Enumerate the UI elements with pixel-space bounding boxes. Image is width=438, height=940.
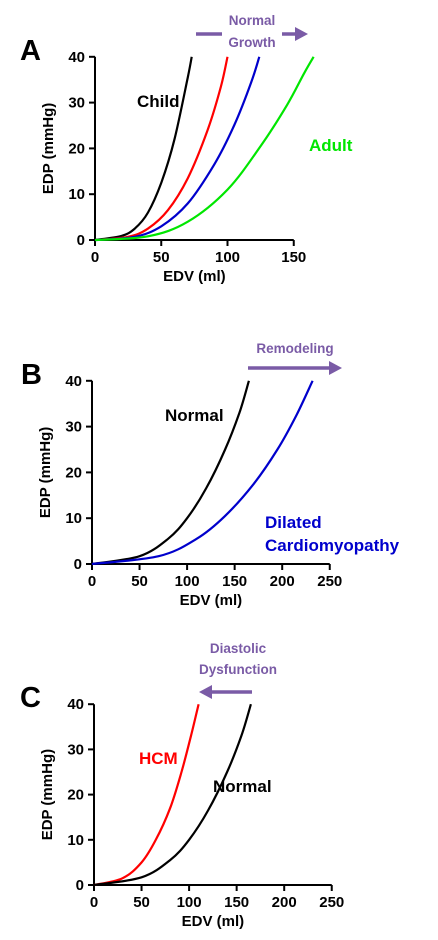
series-line xyxy=(94,56,261,242)
series-line xyxy=(91,380,250,566)
x-axis-title: EDV (ml) xyxy=(182,913,245,930)
chart-panel-c: C 0 10 20 30 40 0 50 100 150 200 250 EDV (ml) EDP (mm… xyxy=(20,641,344,930)
x-tick-label: 150 xyxy=(224,894,249,911)
y-axis-title: EDP (mmHg) xyxy=(40,103,57,194)
y-tick-label: 20 xyxy=(65,464,82,481)
y-tick-label: 20 xyxy=(67,787,84,804)
y-tick-label: 10 xyxy=(68,186,85,203)
panel-letter: B xyxy=(21,359,42,391)
x-tick-label: 50 xyxy=(153,249,170,266)
panel-letter: C xyxy=(20,682,41,714)
x-tick-label: 200 xyxy=(272,894,297,911)
y-tick-label: 0 xyxy=(77,232,85,249)
x-tick-label: 250 xyxy=(317,573,342,590)
series-annotation: Dilated xyxy=(265,513,322,532)
x-tick-label: 0 xyxy=(88,573,96,590)
y-tick-label: 40 xyxy=(65,373,82,390)
x-tick-label: 50 xyxy=(133,894,150,911)
series-line xyxy=(93,703,200,887)
y-tick-label: 40 xyxy=(67,696,84,713)
series-annotation: Adult xyxy=(309,136,353,155)
y-tick-label: 0 xyxy=(76,877,84,894)
series-annotation: Normal xyxy=(213,777,272,796)
arrow-label: Normal xyxy=(229,13,276,28)
series-line xyxy=(94,56,229,242)
series-line xyxy=(91,380,314,566)
x-axis-title: EDV (ml) xyxy=(180,592,243,609)
panel-letter: A xyxy=(20,35,41,67)
x-tick-label: 0 xyxy=(91,249,99,266)
arrow-label: Dysfunction xyxy=(199,662,277,677)
x-tick-label: 50 xyxy=(131,573,148,590)
y-tick-label: 20 xyxy=(68,140,85,157)
series-line xyxy=(93,703,252,887)
series-annotation: Child xyxy=(137,92,180,111)
x-tick-label: 200 xyxy=(270,573,295,590)
y-tick-label: 10 xyxy=(65,510,82,527)
x-tick-label: 100 xyxy=(177,894,202,911)
y-tick-label: 10 xyxy=(67,832,84,849)
x-tick-label: 100 xyxy=(215,249,240,266)
series-annotation: HCM xyxy=(139,749,178,768)
arrow-head xyxy=(199,685,212,699)
y-tick-label: 30 xyxy=(65,419,82,436)
chart-panel-a: A 0 10 20 30 40 0 50 100 150 EDV (ml) EDP (mmHg) Chi… xyxy=(20,13,353,285)
x-tick-label: 100 xyxy=(175,573,200,590)
arrow-label: Growth xyxy=(228,35,275,50)
x-tick-label: 250 xyxy=(319,894,344,911)
series-annotation: Cardiomyopathy xyxy=(265,536,400,555)
x-tick-label: 0 xyxy=(90,894,98,911)
y-tick-label: 0 xyxy=(74,556,82,573)
arrow-gap xyxy=(222,28,282,40)
x-tick-label: 150 xyxy=(222,573,247,590)
series-line xyxy=(94,56,315,242)
x-tick-label: 150 xyxy=(281,249,306,266)
arrow-label: Diastolic xyxy=(210,641,267,656)
y-axis-title: EDP (mmHg) xyxy=(37,427,54,518)
chart-panel-b: B 0 10 20 30 40 0 50 100 150 200 250 EDV (ml) EDP (mm… xyxy=(21,341,400,609)
y-tick-label: 30 xyxy=(68,95,85,112)
series-line xyxy=(94,56,193,242)
y-axis-title: EDP (mmHg) xyxy=(39,749,56,840)
arrow-head xyxy=(295,27,308,41)
y-tick-label: 30 xyxy=(67,741,84,758)
y-tick-label: 40 xyxy=(68,49,85,66)
arrow-label: Remodeling xyxy=(256,341,333,356)
arrow-head xyxy=(329,361,342,375)
x-axis-title: EDV (ml) xyxy=(163,268,226,285)
series-annotation: Normal xyxy=(165,406,224,425)
